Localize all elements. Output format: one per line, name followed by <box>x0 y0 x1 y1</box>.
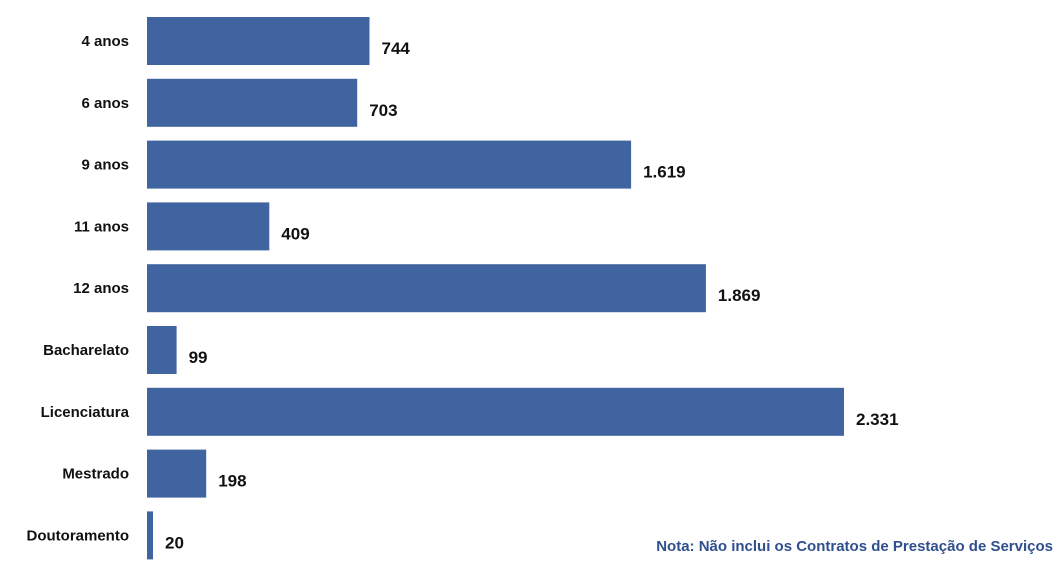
value-label-2: 1.619 <box>643 163 686 182</box>
category-label-3: 11 anos <box>74 218 129 235</box>
category-label-1: 6 anos <box>81 95 129 112</box>
category-label-2: 9 anos <box>81 157 129 174</box>
value-label-1: 703 <box>369 101 397 120</box>
category-label-4: 12 anos <box>73 280 129 297</box>
footnote: Nota: Não inclui os Contratos de Prestaç… <box>656 538 1053 555</box>
category-label-7: Mestrado <box>62 466 129 483</box>
value-label-8: 20 <box>165 533 184 552</box>
category-label-5: Bacharelato <box>43 342 129 359</box>
value-label-5: 99 <box>189 348 208 367</box>
bar-2 <box>147 140 632 189</box>
category-labels: 4 anos 6 anos 9 anos 11 anos 12 anos Bacharel… <box>27 33 130 544</box>
bar-3 <box>147 202 270 251</box>
value-label-7: 198 <box>218 472 246 491</box>
bar-1 <box>147 78 358 127</box>
bar-8 <box>147 511 153 560</box>
value-label-0: 744 <box>382 39 411 58</box>
value-label-6: 2.331 <box>856 410 899 429</box>
value-label-4: 1.869 <box>718 286 761 305</box>
category-label-6: Licenciatura <box>41 404 130 421</box>
bar-5 <box>147 326 177 374</box>
bars <box>147 17 844 560</box>
value-labels: 744 703 1.619 409 1.869 99 2.331 198 20 <box>165 39 899 552</box>
category-label-8: Doutoramento <box>27 527 130 544</box>
category-label-0: 4 anos <box>81 33 129 50</box>
bar-6 <box>147 387 844 436</box>
bar-0 <box>147 17 370 65</box>
value-label-3: 409 <box>281 224 309 243</box>
bar-7 <box>147 449 207 498</box>
bar-4 <box>147 264 706 313</box>
